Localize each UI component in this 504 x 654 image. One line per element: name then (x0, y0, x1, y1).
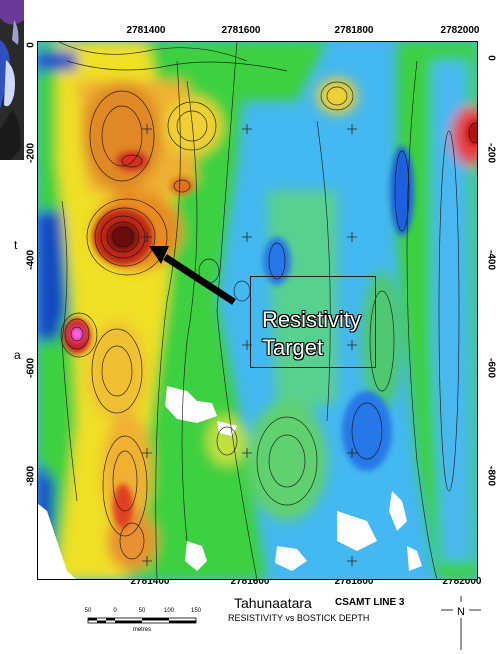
depth-tick-label-right: -600 (485, 357, 497, 379)
depth-tick-label-right: 0 (485, 55, 497, 61)
x-tick-label-bottom: 2782000 (442, 576, 482, 587)
scale-bar: 50 0 50 100 150 metres (84, 608, 204, 642)
target-callout-label: Resistivity Target (262, 306, 361, 362)
x-tick-label-top: 2781600 (221, 25, 261, 36)
x-tick-label-top: 2781400 (126, 25, 166, 36)
scale-tick-label: 50 (138, 608, 146, 614)
map-subtitle: RESISTIVITY vs BOSTICK DEPTH (228, 613, 370, 623)
map-frame: 2781400 2781600 2781800 2782000 2781400 … (24, 0, 504, 654)
map-title: Tahunaatara (234, 595, 312, 611)
photo-fragment (0, 0, 24, 160)
scale-tick-label: 100 (163, 608, 175, 614)
scale-tick-label: 150 (190, 608, 202, 614)
target-label-line2: Target (262, 335, 324, 360)
x-tick-label-top: 2782000 (440, 25, 480, 36)
left-fragment-letter: t (14, 238, 18, 252)
depth-tick-label-left: 0 (25, 42, 37, 48)
x-tick-label-bottom: 2781400 (130, 576, 170, 587)
depth-tick-label-right: -400 (485, 249, 497, 271)
target-label-line1: Resistivity (262, 307, 362, 332)
left-fragment-letter: a (14, 348, 21, 362)
north-label: N (457, 606, 465, 618)
map-line-label: CSAMT LINE 3 (335, 597, 405, 608)
scale-tick-label: 50 (84, 608, 92, 614)
x-tick-label-bottom: 2781600 (230, 576, 270, 587)
x-tick-label-bottom: 2781800 (334, 576, 374, 587)
depth-tick-label-right: -200 (485, 142, 497, 164)
resistivity-contour-map (37, 41, 478, 580)
depth-tick-label-left: -200 (25, 142, 37, 164)
left-text-fragment: t a (0, 160, 24, 654)
target-callout-box (250, 276, 376, 368)
north-arrow-icon: N (441, 596, 481, 650)
depth-tick-label-left: -600 (25, 357, 37, 379)
depth-tick-label-left: -800 (25, 465, 37, 487)
scale-unit-label: metres (132, 627, 152, 633)
scale-tick-label: 0 (113, 608, 117, 614)
depth-tick-label-right: -800 (485, 465, 497, 487)
depth-tick-label-left: -400 (25, 249, 37, 271)
scale-bar-graphic (87, 617, 197, 624)
x-tick-label-top: 2781800 (334, 25, 374, 36)
